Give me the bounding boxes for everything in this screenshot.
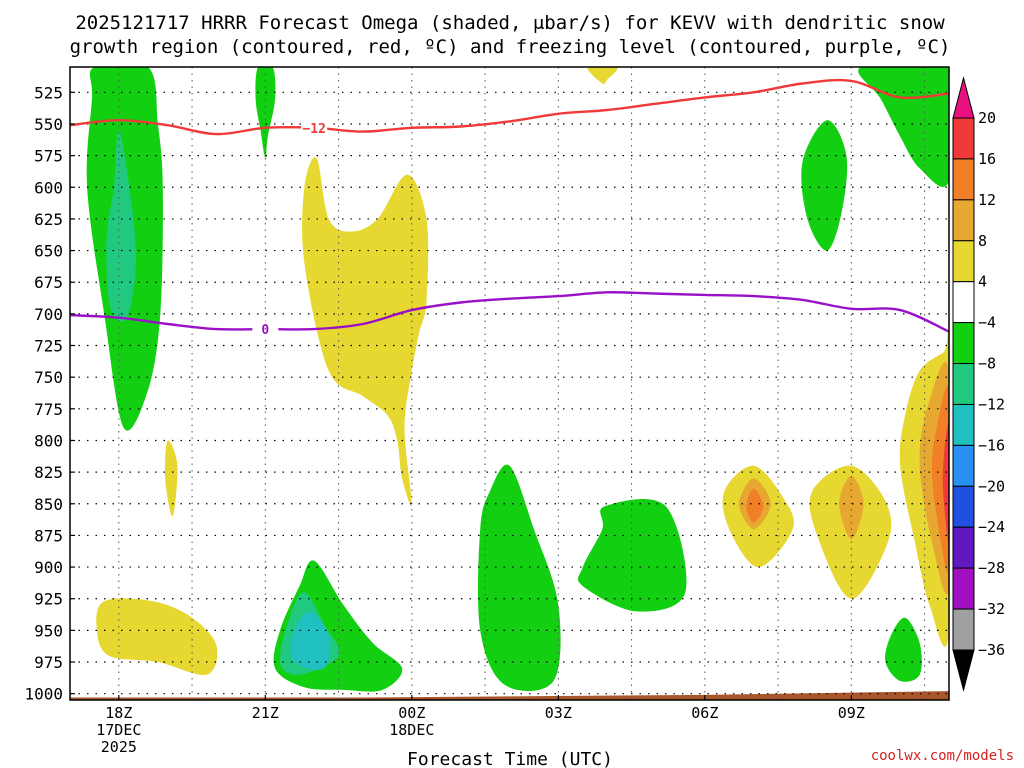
y-tick-label: 725 — [34, 337, 63, 356]
y-tick-label: 525 — [34, 83, 63, 102]
y-tick-label: 825 — [34, 463, 63, 482]
omega-region-red-core-07z — [746, 488, 764, 523]
terrain-layer — [70, 691, 949, 700]
y-axis: 525 550 575 600 625 650 675 700 725 750 775 800 825 8… — [24, 83, 75, 704]
colorbar-label: 16 — [978, 150, 996, 168]
colorbar-label: −20 — [978, 477, 1005, 495]
colorbar-label: −8 — [978, 355, 996, 373]
omega-region-cyan-core-22z — [290, 611, 330, 670]
contour-line-freezing-0c — [70, 291, 949, 333]
contour-label: −12 — [302, 122, 325, 137]
x-tick-year: 2025 — [101, 738, 137, 756]
x-tick-date: 18DEC — [389, 721, 434, 739]
y-tick-label: 800 — [34, 431, 63, 450]
y-tick-label: 850 — [34, 495, 63, 514]
colorbar-segment — [952, 363, 975, 405]
terrain-fill — [70, 691, 949, 700]
omega-region-green-blob-01z — [477, 464, 561, 692]
omega-region-yellow-top-04z — [587, 67, 618, 85]
chart-title-line2: growth region (contoured, red, ºC) and f… — [70, 36, 951, 58]
colorbar-label: −32 — [978, 600, 1005, 618]
contour-label: 0 — [261, 323, 269, 338]
y-tick-label: 900 — [34, 558, 63, 577]
colorbar-segment — [952, 526, 975, 569]
colorbar-segment — [952, 199, 975, 242]
omega-region-yellow-column-2230z — [302, 157, 429, 506]
y-tick-label: 700 — [34, 305, 63, 324]
omega-region-green-blob-10z-low — [885, 617, 922, 682]
y-tick-label: 875 — [34, 526, 63, 545]
colorbar-label: −24 — [978, 518, 1005, 536]
y-tick-label: 650 — [34, 242, 63, 261]
colorbar-label: 8 — [978, 232, 987, 250]
colorbar-label: −16 — [978, 436, 1005, 454]
x-tick-label: 09Z — [838, 704, 865, 722]
omega-region-yellow-blob-18z-lowlevel — [96, 598, 218, 676]
x-tick-label: 18Z — [105, 704, 132, 722]
x-tick-date: 17DEC — [96, 721, 141, 739]
y-tick-label: 950 — [34, 621, 63, 640]
colorbar-segment — [952, 281, 975, 324]
x-tick-label: 03Z — [545, 704, 572, 722]
y-tick-label: 925 — [34, 590, 63, 609]
credit-text: coolwx.com/models — [871, 748, 1014, 764]
colorbar-label: 4 — [978, 273, 987, 291]
colorbar-segment — [952, 117, 975, 160]
colorbar-segment — [952, 444, 975, 487]
y-tick-label: 550 — [34, 115, 63, 134]
y-tick-label: 975 — [34, 653, 63, 672]
x-tick-label: 21Z — [252, 704, 279, 722]
plot-frame — [69, 66, 950, 701]
omega-region-green-blob-04z — [577, 499, 687, 612]
omega-region-red-edge-11z — [931, 386, 949, 572]
colorbar-label: −12 — [978, 395, 1005, 413]
colorbar-label: −28 — [978, 559, 1005, 577]
x-axis-label: Forecast Time (UTC) — [407, 749, 613, 768]
omega-region-orange-core-09z — [839, 475, 864, 540]
contour-label-bg — [301, 119, 328, 136]
y-tick-label: 775 — [34, 400, 63, 419]
contour-label-layer: −12 0 — [252, 119, 328, 338]
colorbar: 20 16 12 8 4 −4 −8 −12 −16 −20 −24 −28 −32 −36 — [952, 76, 1005, 692]
colorbar-bottom-arrow — [952, 649, 975, 692]
plot-area: −12 0 — [69, 66, 950, 701]
omega-region-teal-core-18z — [106, 130, 136, 322]
colorbar-segment — [952, 240, 975, 283]
colorbar-top-arrow — [952, 76, 975, 119]
y-tick-label: 750 — [34, 368, 63, 387]
omega-region-yellow-blob-19z — [164, 440, 178, 517]
colorbar-segment — [952, 485, 975, 528]
y-tick-label: 625 — [34, 210, 63, 229]
y-tick-label: 600 — [34, 178, 63, 197]
omega-region-deep-red-edge-11z — [942, 424, 949, 544]
colorbar-segment — [952, 403, 975, 446]
y-tick-label: 1000 — [24, 685, 63, 704]
colorbar-segment — [952, 322, 975, 365]
grid-layer — [70, 67, 949, 700]
colorbar-label: 12 — [978, 191, 996, 209]
colorbar-label: 20 — [978, 109, 996, 127]
colorbar-label: −36 — [978, 641, 1005, 659]
contour-line-minus12c — [70, 78, 949, 136]
colorbar-segment — [952, 608, 975, 651]
y-tick-label: 675 — [34, 273, 63, 292]
contour-line-layer — [70, 78, 949, 333]
omega-shading-layer — [86, 67, 949, 692]
colorbar-segment — [952, 158, 975, 201]
x-tick-label: 06Z — [691, 704, 718, 722]
contour-label-bg — [252, 321, 279, 338]
omega-region-green-blob-08z — [801, 120, 848, 251]
colorbar-label: −4 — [978, 314, 996, 332]
x-tick-label: 00Z — [398, 704, 425, 722]
chart-title-line1: 2025121717 HRRR Forecast Omega (shaded, … — [75, 12, 945, 34]
colorbar-segment — [952, 567, 975, 610]
y-tick-label: 575 — [34, 147, 63, 166]
